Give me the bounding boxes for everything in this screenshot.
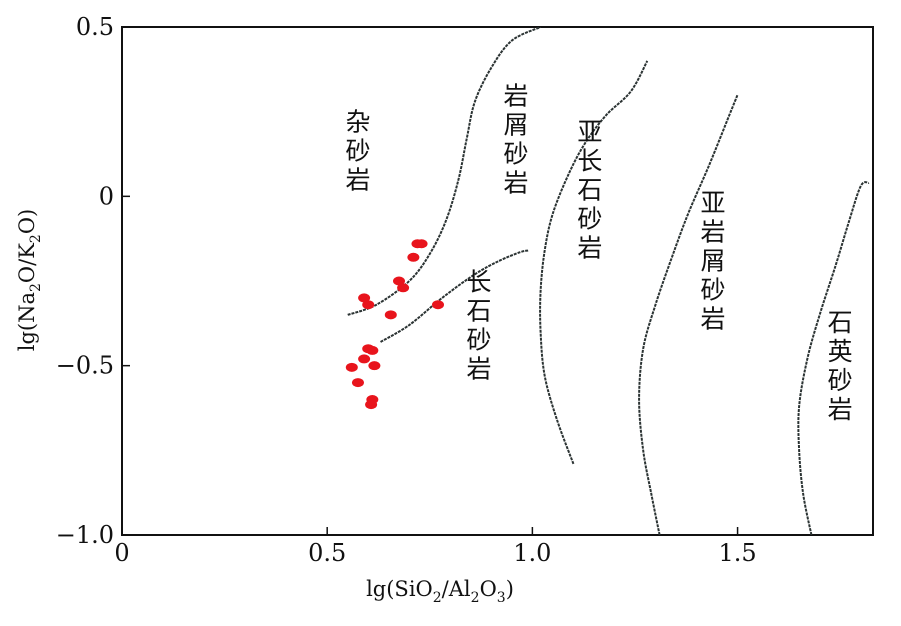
region-label-char: 杂 bbox=[345, 108, 370, 137]
data-point bbox=[431, 300, 444, 310]
boundary-line-b3 bbox=[539, 60, 649, 465]
region-label-char: 砂 bbox=[467, 326, 492, 355]
x-tick-label: 0.5 bbox=[308, 539, 346, 567]
region-label-char: 砂 bbox=[577, 205, 602, 234]
x-axis-title: lg(SiO2/Al2O3) bbox=[366, 577, 514, 606]
x-tick-label: 0 bbox=[114, 539, 129, 567]
plot-frame bbox=[121, 26, 874, 536]
boundary-line-b2 bbox=[380, 249, 529, 343]
x-tick-label: 1.0 bbox=[513, 539, 551, 567]
region-label-char: 岩 bbox=[700, 305, 725, 334]
region-label-char: 砂 bbox=[345, 137, 370, 166]
region-label-char: 石 bbox=[577, 176, 602, 205]
region-label-char: 砂 bbox=[700, 276, 725, 305]
data-point bbox=[384, 310, 397, 320]
data-point bbox=[351, 378, 364, 388]
y-tick-label: −1.0 bbox=[56, 521, 114, 549]
data-point bbox=[411, 239, 424, 249]
y-tick-label: 0.5 bbox=[76, 13, 114, 41]
data-point bbox=[362, 300, 375, 310]
region-label-char: 亚 bbox=[700, 189, 725, 218]
y-tick-label: −0.5 bbox=[56, 352, 114, 380]
data-point bbox=[407, 252, 420, 262]
axis-ticks: 0 0.5 1.0 1.5 0.5 0 −0.5 −1.0 bbox=[56, 13, 757, 567]
region-label-char: 长 bbox=[577, 147, 602, 176]
region-label-char: 石 bbox=[467, 297, 492, 326]
data-point bbox=[366, 345, 379, 355]
x-tick-label: 1.5 bbox=[718, 539, 756, 567]
region-label-char: 屑 bbox=[503, 110, 528, 139]
data-point bbox=[365, 400, 378, 410]
region-label-char: 屑 bbox=[700, 247, 725, 276]
y-axis-title: lg(Na2O/K2O) bbox=[15, 209, 44, 352]
region-label-char: 砂 bbox=[503, 139, 528, 168]
boundary-line-b5 bbox=[797, 181, 870, 535]
y-tick-label: 0 bbox=[99, 182, 114, 210]
boundary-line-b1 bbox=[347, 27, 542, 316]
region-label-char: 岩 bbox=[503, 81, 528, 110]
region-label-char: 石 bbox=[828, 308, 853, 337]
region-label-char: 岩 bbox=[503, 168, 528, 197]
data-point bbox=[358, 293, 371, 303]
boundary-line-b4 bbox=[638, 94, 739, 535]
region-label-char: 英 bbox=[828, 337, 853, 366]
data-point bbox=[345, 362, 358, 372]
data-point bbox=[397, 283, 410, 293]
region-label-char: 岩 bbox=[828, 395, 853, 424]
region-label-char: 岩 bbox=[700, 218, 725, 247]
boundary-lines bbox=[347, 27, 870, 535]
region-label-char: 砂 bbox=[828, 366, 853, 395]
region-label-char: 岩 bbox=[577, 234, 602, 263]
data-point bbox=[368, 361, 381, 371]
data-point bbox=[358, 354, 371, 364]
region-label-char: 岩 bbox=[345, 166, 370, 195]
data-points bbox=[345, 239, 444, 410]
region-label-char: 长 bbox=[467, 268, 492, 297]
region-label-char: 亚 bbox=[577, 118, 602, 147]
region-label-char: 岩 bbox=[467, 355, 492, 384]
data-point bbox=[393, 276, 406, 286]
